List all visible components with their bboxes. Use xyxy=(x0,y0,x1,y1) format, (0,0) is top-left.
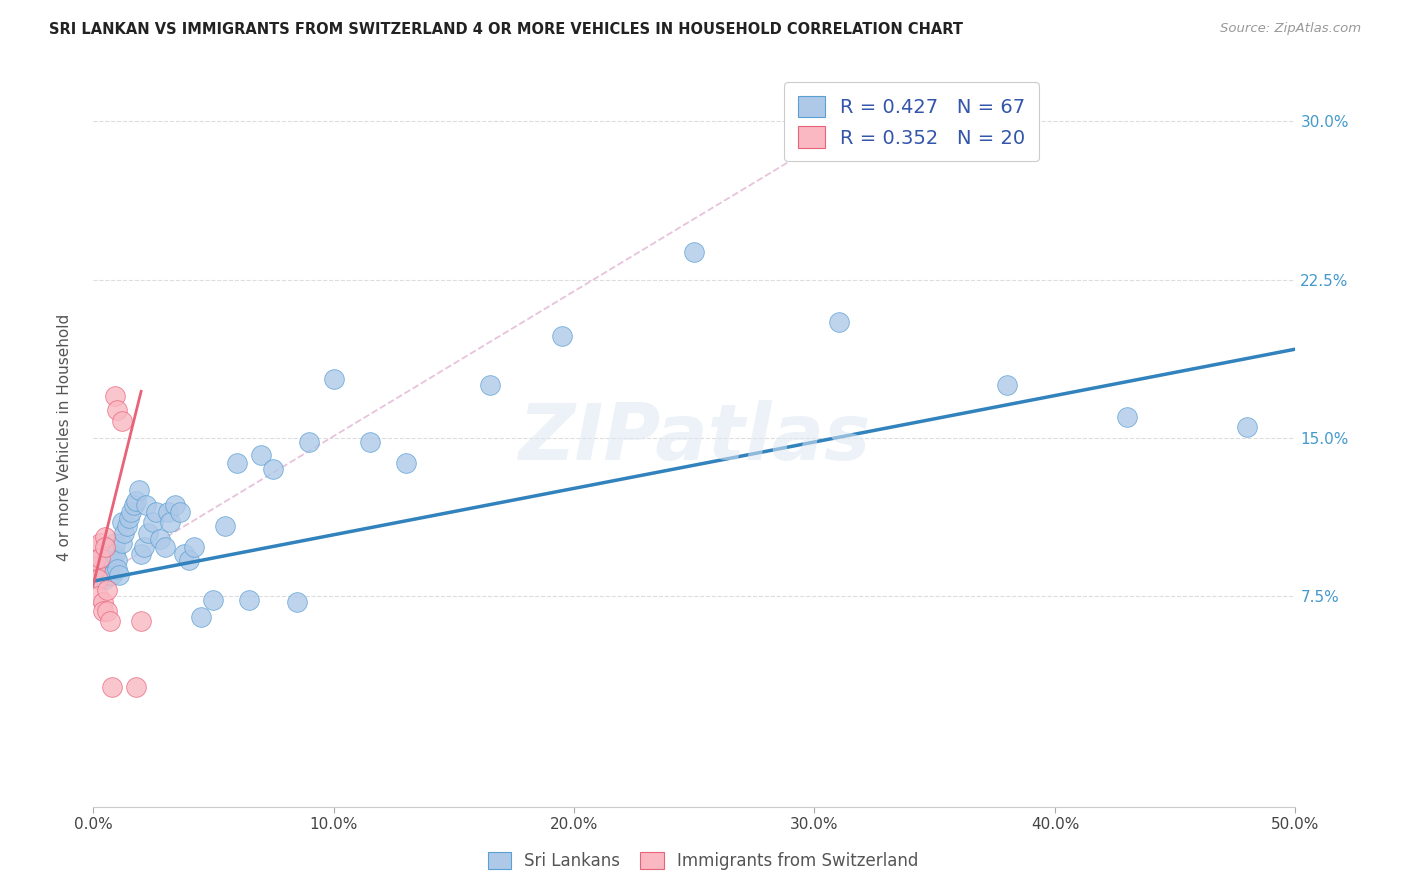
Point xyxy=(173,547,195,561)
Point xyxy=(1116,409,1139,424)
Point xyxy=(159,515,181,529)
Point xyxy=(87,589,110,603)
Point xyxy=(96,568,118,582)
Point xyxy=(478,378,501,392)
Point xyxy=(163,498,186,512)
Point xyxy=(995,378,1018,392)
Point xyxy=(125,494,148,508)
Point xyxy=(98,561,121,575)
Point xyxy=(104,388,127,402)
Point xyxy=(156,505,179,519)
Point xyxy=(98,568,121,582)
Point xyxy=(91,551,114,566)
Point xyxy=(226,456,249,470)
Point xyxy=(183,541,205,555)
Point xyxy=(202,593,225,607)
Point xyxy=(108,568,131,582)
Point xyxy=(101,558,124,572)
Text: ZIPatlas: ZIPatlas xyxy=(519,400,870,475)
Point xyxy=(169,505,191,519)
Point xyxy=(683,245,706,260)
Point xyxy=(89,572,111,586)
Point xyxy=(94,572,117,586)
Point xyxy=(94,530,117,544)
Point xyxy=(121,505,143,519)
Point xyxy=(359,434,381,449)
Point xyxy=(111,536,134,550)
Point xyxy=(122,498,145,512)
Point xyxy=(129,615,152,629)
Point xyxy=(94,553,117,567)
Point xyxy=(101,680,124,694)
Point xyxy=(214,519,236,533)
Point xyxy=(104,547,127,561)
Point xyxy=(287,595,309,609)
Point xyxy=(98,615,121,629)
Point xyxy=(89,551,111,566)
Point xyxy=(129,547,152,561)
Point xyxy=(1236,420,1258,434)
Point xyxy=(87,572,110,586)
Point xyxy=(149,532,172,546)
Point xyxy=(94,561,117,575)
Point xyxy=(105,561,128,575)
Legend: Sri Lankans, Immigrants from Switzerland: Sri Lankans, Immigrants from Switzerland xyxy=(481,845,925,877)
Point xyxy=(111,414,134,428)
Point xyxy=(142,515,165,529)
Point xyxy=(96,558,118,572)
Point xyxy=(115,519,138,533)
Point xyxy=(89,558,111,572)
Point xyxy=(96,582,118,597)
Point xyxy=(91,595,114,609)
Text: Source: ZipAtlas.com: Source: ZipAtlas.com xyxy=(1220,22,1361,36)
Point xyxy=(101,568,124,582)
Point xyxy=(190,610,212,624)
Point xyxy=(96,564,118,578)
Point xyxy=(551,329,574,343)
Point xyxy=(262,462,284,476)
Point xyxy=(132,541,155,555)
Point xyxy=(94,541,117,555)
Point xyxy=(91,561,114,575)
Point xyxy=(179,553,201,567)
Point xyxy=(105,403,128,417)
Point xyxy=(89,536,111,550)
Point xyxy=(125,680,148,694)
Point xyxy=(250,448,273,462)
Point xyxy=(84,553,107,567)
Legend: R = 0.427   N = 67, R = 0.352   N = 20: R = 0.427 N = 67, R = 0.352 N = 20 xyxy=(785,82,1039,161)
Point xyxy=(238,593,260,607)
Point xyxy=(136,525,159,540)
Point xyxy=(827,315,849,329)
Point xyxy=(101,551,124,566)
Point xyxy=(98,544,121,558)
Point xyxy=(145,505,167,519)
Point xyxy=(105,553,128,567)
Point xyxy=(111,515,134,529)
Point xyxy=(128,483,150,498)
Point xyxy=(98,553,121,567)
Point xyxy=(112,525,135,540)
Point xyxy=(91,604,114,618)
Point xyxy=(94,566,117,580)
Point xyxy=(135,498,157,512)
Y-axis label: 4 or more Vehicles in Household: 4 or more Vehicles in Household xyxy=(58,314,72,561)
Point xyxy=(153,541,176,555)
Point xyxy=(84,561,107,575)
Point xyxy=(395,456,418,470)
Point xyxy=(322,372,344,386)
Point xyxy=(298,434,321,449)
Point xyxy=(104,536,127,550)
Point xyxy=(96,551,118,566)
Point xyxy=(96,604,118,618)
Text: SRI LANKAN VS IMMIGRANTS FROM SWITZERLAND 4 OR MORE VEHICLES IN HOUSEHOLD CORREL: SRI LANKAN VS IMMIGRANTS FROM SWITZERLAN… xyxy=(49,22,963,37)
Point xyxy=(84,541,107,555)
Point xyxy=(118,511,141,525)
